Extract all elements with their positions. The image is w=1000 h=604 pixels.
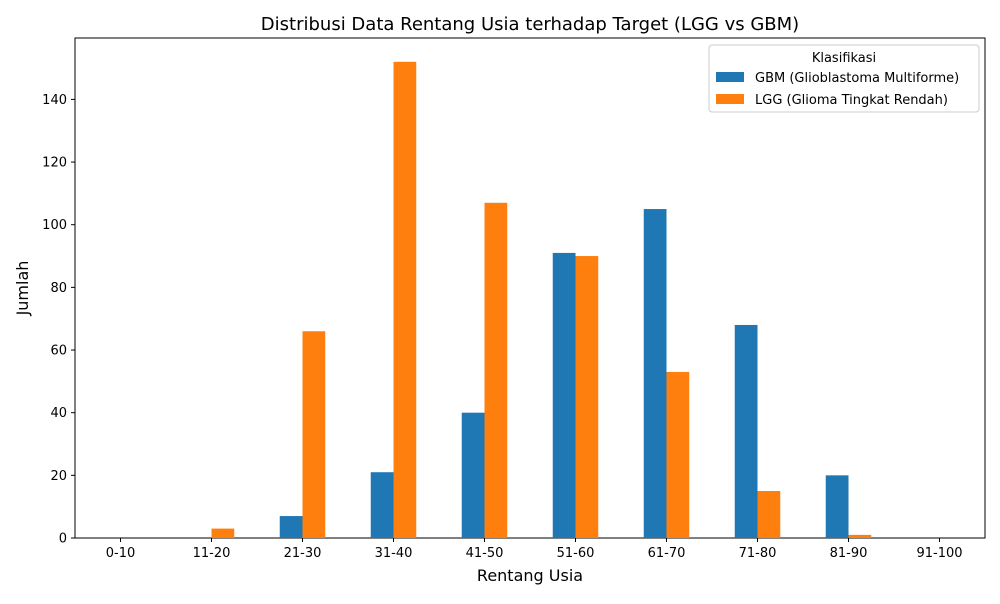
bar-lgg-81-90: [849, 535, 872, 538]
y-tick-label: 60: [50, 344, 67, 359]
bar-gbm-71-80: [735, 325, 758, 538]
legend-swatch-lgg: [716, 94, 744, 104]
bar-lgg-41-50: [485, 203, 508, 538]
y-axis-label: Jumlah: [13, 261, 32, 317]
legend: Klasifikasi GBM (Glioblastoma Multiforme…: [709, 45, 979, 112]
x-axis-ticks: 0-10 11-20 21-30 31-40 41-50 51-60 61-70 71-80 8…: [106, 538, 963, 561]
x-tick-label: 0-10: [106, 546, 136, 561]
x-tick-label: 71-80: [739, 546, 777, 561]
y-tick-label: 140: [42, 93, 67, 108]
x-axis-label: Rentang Usia: [477, 566, 583, 585]
bar-lgg-51-60: [576, 256, 599, 538]
bar-gbm-61-70: [644, 209, 667, 538]
bar-gbm-31-40: [371, 472, 394, 538]
bar-gbm-21-30: [280, 516, 303, 538]
y-axis-ticks: 0 20 40 60 80 100 120 140: [42, 93, 75, 547]
y-tick-label: 0: [59, 532, 67, 547]
x-tick-label: 51-60: [557, 546, 595, 561]
y-tick-label: 100: [42, 218, 67, 233]
bar-lgg-71-80: [758, 491, 781, 538]
bars-layer: [212, 62, 872, 538]
legend-label-gbm: GBM (Glioblastoma Multiforme): [755, 71, 959, 86]
y-tick-label: 120: [42, 156, 67, 171]
axes-frame: [75, 38, 985, 538]
bar-gbm-81-90: [826, 475, 849, 538]
x-tick-label: 91-100: [916, 546, 962, 561]
bar-lgg-31-40: [394, 62, 417, 538]
y-tick-label: 80: [50, 281, 67, 296]
legend-label-lgg: LGG (Glioma Tingkat Rendah): [755, 93, 948, 108]
legend-swatch-gbm: [716, 72, 744, 82]
y-tick-label: 20: [50, 469, 67, 484]
legend-title: Klasifikasi: [812, 51, 876, 66]
y-tick-label: 40: [50, 406, 67, 421]
plot-area: [75, 38, 985, 538]
x-tick-label: 31-40: [375, 546, 413, 561]
x-tick-label: 61-70: [648, 546, 686, 561]
bar-gbm-51-60: [553, 253, 576, 538]
bar-lgg-21-30: [303, 331, 326, 538]
bar-gbm-41-50: [462, 413, 485, 538]
x-tick-label: 41-50: [466, 546, 504, 561]
x-tick-label: 81-90: [830, 546, 868, 561]
chart-title: Distribusi Data Rentang Usia terhadap Ta…: [261, 14, 799, 35]
bar-lgg-11-20: [212, 529, 235, 538]
x-tick-label: 21-30: [284, 546, 322, 561]
x-tick-label: 11-20: [193, 546, 231, 561]
bar-lgg-61-70: [667, 372, 690, 538]
